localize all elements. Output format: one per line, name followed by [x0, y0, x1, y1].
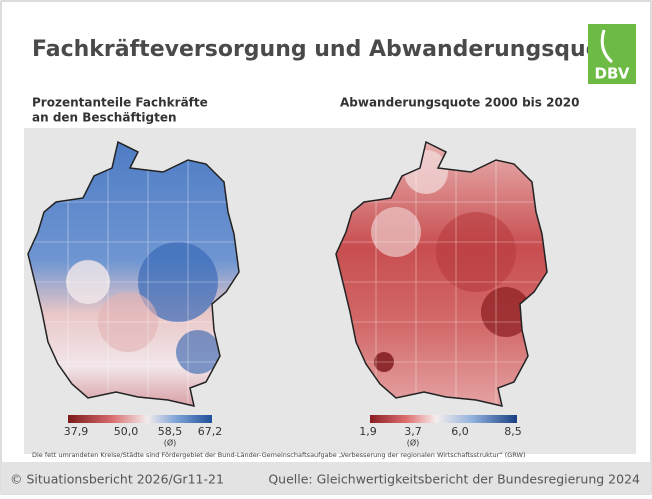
legend-tick-label: 8,5 — [504, 425, 522, 438]
legend-mean-note: (Ø) — [164, 438, 177, 448]
page: Fachkräfteversorgung und Abwanderungsquo… — [0, 0, 652, 495]
title: Fachkräfteversorgung und Abwanderungsquo… — [32, 37, 626, 62]
map-title: Abwanderungsquote 2000 bis 2020 — [340, 96, 580, 110]
legend-tick-label: 67,2 — [198, 425, 223, 438]
footer-left: © Situationsbericht 2026/Gr11-21 — [10, 472, 224, 487]
legend-tick-label: 6,0 — [451, 425, 469, 438]
logo-text: DBV — [595, 65, 630, 83]
footnote: Die fett umrandeten Kreise/Städte sind F… — [32, 451, 525, 459]
legend-bar — [68, 415, 212, 423]
legend-tick-label: 1,9 — [359, 425, 377, 438]
legend-tick-label: 58,5 — [158, 425, 183, 438]
footer-right: Quelle: Gleichwertigkeitsbericht der Bun… — [268, 472, 640, 487]
map-title: Prozentanteile Fachkräfte — [32, 96, 208, 110]
legend-tick-label: 37,9 — [64, 425, 89, 438]
legend-tick-label: 50,0 — [114, 425, 139, 438]
map-title: an den Beschäftigten — [32, 111, 177, 125]
legend-bar — [370, 415, 517, 423]
legend-mean-note: (Ø) — [407, 438, 420, 448]
legend-tick-label: 3,7 — [404, 425, 422, 438]
